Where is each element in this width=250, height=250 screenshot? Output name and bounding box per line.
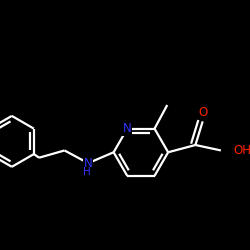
Text: N: N xyxy=(84,157,92,170)
Text: N: N xyxy=(123,122,132,135)
Text: OH: OH xyxy=(234,144,250,157)
Text: O: O xyxy=(198,106,207,119)
Text: H: H xyxy=(84,167,91,177)
